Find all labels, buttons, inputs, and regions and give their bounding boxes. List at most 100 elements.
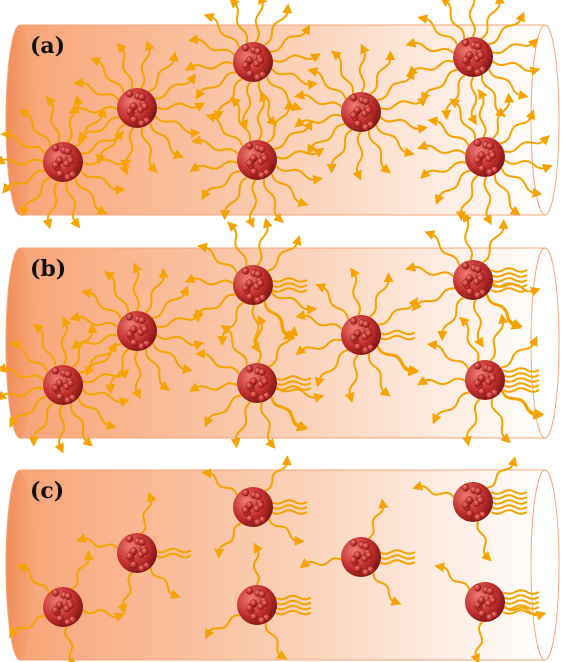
particle-atom xyxy=(130,339,137,346)
particle-atom xyxy=(474,69,481,76)
particle-atom xyxy=(362,124,369,131)
particle-atom xyxy=(261,155,268,162)
particle-atom xyxy=(246,365,253,372)
panel-label: (a) xyxy=(30,33,65,59)
particle-atom xyxy=(246,70,253,77)
particle-atom xyxy=(486,392,493,399)
particle-atom xyxy=(141,103,148,110)
particle-atom xyxy=(65,593,72,600)
particle-atom xyxy=(138,565,145,572)
panel-label: (c) xyxy=(30,478,64,504)
particle-atom xyxy=(64,397,71,404)
particle-atom xyxy=(250,391,257,398)
particle-atom xyxy=(350,317,357,324)
particle-atom xyxy=(242,267,249,274)
particle-atom xyxy=(246,502,253,509)
particle-atom xyxy=(487,143,494,150)
particle-atom xyxy=(250,378,257,385)
particle-atom xyxy=(466,52,473,59)
particle-atom xyxy=(254,519,261,526)
particle-atom xyxy=(255,493,262,500)
tube-right-end xyxy=(531,25,559,215)
particle-atom xyxy=(139,317,146,324)
particle-atom xyxy=(475,488,482,495)
particle-atom xyxy=(52,589,59,596)
particle-atom xyxy=(478,597,485,604)
particle-atom xyxy=(130,326,137,333)
particle-atom xyxy=(365,107,372,114)
particle-atom xyxy=(139,94,146,101)
particle-atom xyxy=(466,497,473,504)
particle-atom xyxy=(257,280,264,287)
particle-atom xyxy=(246,280,253,287)
particle-atom xyxy=(130,103,137,110)
particle-atom xyxy=(486,614,493,621)
particle-atom xyxy=(67,157,74,164)
particle-atom xyxy=(65,148,72,155)
particle-atom xyxy=(478,152,485,159)
particle-atom xyxy=(350,94,357,101)
particle-atom xyxy=(250,613,257,620)
panel: (c) xyxy=(6,460,559,662)
particle-atom xyxy=(462,484,469,491)
particle-atom xyxy=(354,330,361,337)
particle-atom xyxy=(56,380,63,387)
panel-label: (b) xyxy=(30,256,66,282)
particle-atom xyxy=(246,515,253,522)
particle-atom xyxy=(363,543,370,550)
particle-atom xyxy=(242,489,249,496)
particle-atom xyxy=(56,615,63,622)
particle-atom xyxy=(489,597,496,604)
particle-atom xyxy=(126,535,133,542)
particle-atom xyxy=(362,569,369,576)
particle-atom xyxy=(130,548,137,555)
particle-atom xyxy=(67,602,74,609)
particle-atom xyxy=(250,155,257,162)
particle-atom xyxy=(138,120,145,127)
particle-atom xyxy=(466,510,473,517)
particle-atom xyxy=(486,169,493,176)
particle-atom xyxy=(139,539,146,546)
particle-atom xyxy=(477,52,484,59)
particle-atom xyxy=(246,142,253,149)
particle-atom xyxy=(141,548,148,555)
particle-atom xyxy=(126,90,133,97)
particle-atom xyxy=(478,165,485,172)
particle-atom xyxy=(250,600,257,607)
particle-atom xyxy=(56,170,63,177)
particle-atom xyxy=(354,107,361,114)
particle-atom xyxy=(259,369,266,376)
particle-atom xyxy=(259,146,266,153)
particle-atom xyxy=(141,326,148,333)
particle-atom xyxy=(474,584,481,591)
particle-atom xyxy=(478,388,485,395)
particle-atom xyxy=(363,321,370,328)
particle-atom xyxy=(67,380,74,387)
particle-atom xyxy=(246,293,253,300)
particle-atom xyxy=(354,552,361,559)
particle-atom xyxy=(466,65,473,72)
particle-atom xyxy=(354,565,361,572)
figure: (a) (b) (c) xyxy=(0,0,563,662)
particle-atom xyxy=(242,44,249,51)
particle-atom xyxy=(138,343,145,350)
particle-atom xyxy=(261,600,268,607)
particle-atom xyxy=(250,168,257,175)
particle-atom xyxy=(475,43,482,50)
particle-atom xyxy=(474,514,481,521)
particle-atom xyxy=(466,275,473,282)
particle-atom xyxy=(257,57,264,64)
particle-atom xyxy=(255,48,262,55)
particle-atom xyxy=(258,617,265,624)
particle-atom xyxy=(487,366,494,373)
particle-atom xyxy=(365,552,372,559)
particle-atom xyxy=(466,288,473,295)
particle-atom xyxy=(52,367,59,374)
particle-atom xyxy=(246,57,253,64)
particle-atom xyxy=(462,39,469,46)
particle-atom xyxy=(475,266,482,273)
particle-atom xyxy=(261,378,268,385)
particle-atom xyxy=(52,144,59,151)
particle-atom xyxy=(487,588,494,595)
particle-atom xyxy=(130,116,137,123)
